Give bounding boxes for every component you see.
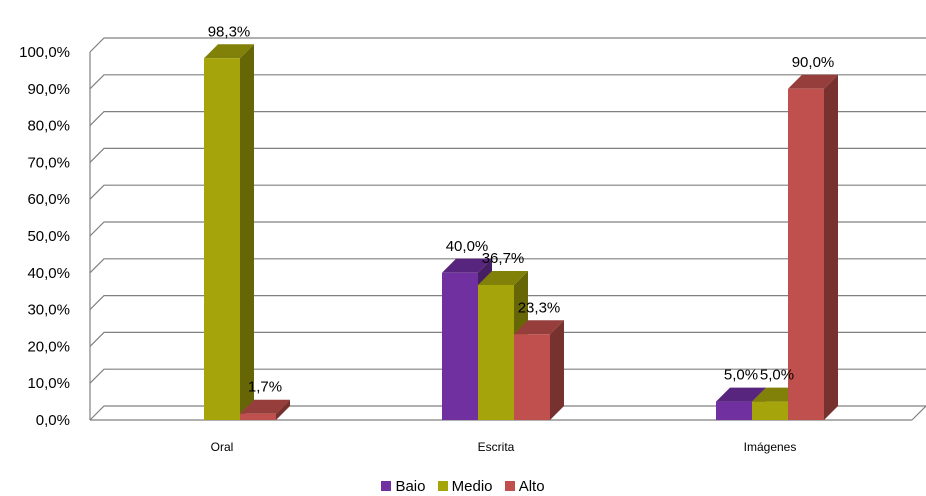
bar xyxy=(204,58,240,420)
data-labels: 98,3% 1,7% 40,0%36,7% 23,3% 5,0% 5,0% 90,0% xyxy=(208,23,835,395)
data-label: 90,0% xyxy=(792,54,835,71)
y-tick-label: 70,0% xyxy=(27,154,70,171)
legend-label-medio: Medio xyxy=(451,478,493,495)
y-tick-label: 10,0% xyxy=(27,375,70,392)
bar xyxy=(478,284,514,420)
x-axis-labels: Oral Escrita Imágenes xyxy=(211,440,797,454)
data-label: 5,0% xyxy=(760,367,794,384)
x-tick-label: Escrita xyxy=(478,440,515,454)
y-tick-label: 20,0% xyxy=(27,338,70,355)
bar-side xyxy=(240,44,254,420)
bar-side xyxy=(550,320,564,420)
legend-swatch-alto xyxy=(504,481,515,491)
y-tick-label: 0,0% xyxy=(36,412,70,429)
bar xyxy=(442,272,478,420)
y-axis-ticks: 0,0% 10,0% 20,0% 30,0% 40,0% 50,0% 60,0% 70,0% 8… xyxy=(19,44,70,429)
bar-top xyxy=(204,44,254,59)
gridline xyxy=(89,37,926,53)
gridline xyxy=(89,221,926,237)
bar-side xyxy=(276,399,290,420)
gridline xyxy=(89,74,926,90)
chart-bars xyxy=(204,44,838,421)
bar xyxy=(716,401,752,420)
y-tick-label: 80,0% xyxy=(27,118,70,135)
y-tick-label: 60,0% xyxy=(27,191,70,208)
bar-top xyxy=(478,270,528,285)
gridline xyxy=(89,184,926,200)
bar-side xyxy=(824,74,838,421)
y-tick-label: 90,0% xyxy=(27,81,70,98)
legend-label-alto: Alto xyxy=(518,478,545,495)
legend-label-baio: Baio xyxy=(395,478,426,495)
gridline xyxy=(89,405,926,421)
gridline xyxy=(89,331,926,347)
y-tick-label: 30,0% xyxy=(27,302,70,319)
data-label: 40,0% xyxy=(446,238,489,255)
legend-item-baio: Baio xyxy=(381,478,425,496)
gridline xyxy=(89,368,926,384)
bar xyxy=(240,413,276,420)
data-label: 5,0% xyxy=(724,367,758,384)
y-tick-label: 40,0% xyxy=(27,265,70,282)
bar-top xyxy=(788,74,838,89)
y-tick-label: 100,0% xyxy=(19,44,70,61)
bar-top xyxy=(240,399,290,414)
gridline xyxy=(89,110,926,127)
bar-top xyxy=(514,320,564,335)
bar-top xyxy=(442,258,492,273)
floor-side-edge xyxy=(911,405,926,421)
chart-legend: Baio Medio Alto xyxy=(0,478,926,496)
x-tick-label: Oral xyxy=(211,440,234,454)
x-tick-label: Imágenes xyxy=(744,440,797,454)
y-tick-label: 50,0% xyxy=(27,228,70,245)
legend-item-medio: Medio xyxy=(437,478,493,496)
data-label: 36,7% xyxy=(482,250,525,267)
bar-top xyxy=(716,387,766,402)
gridline xyxy=(89,295,926,311)
data-label: 98,3% xyxy=(208,23,251,40)
legend-swatch-baio xyxy=(381,481,392,491)
gridline xyxy=(89,258,926,274)
bar xyxy=(788,88,824,421)
legend-swatch-medio xyxy=(437,481,448,491)
data-label: 23,3% xyxy=(518,299,561,316)
gridline xyxy=(89,147,926,163)
bar xyxy=(752,401,788,420)
bar xyxy=(514,334,550,420)
data-label: 1,7% xyxy=(248,379,282,396)
legend-item-alto: Alto xyxy=(504,478,545,496)
